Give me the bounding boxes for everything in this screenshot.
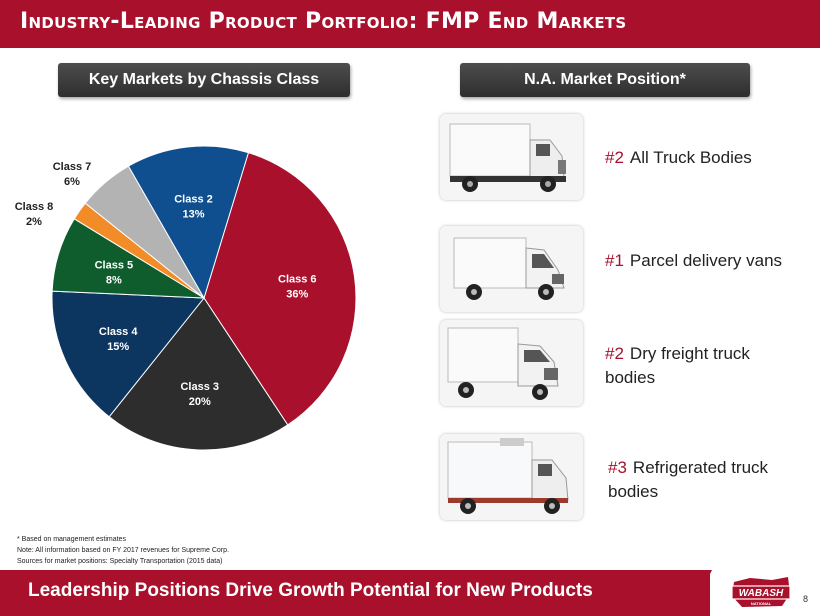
page-title: Industry-Leading Product Portfolio: FMP … [20, 9, 627, 34]
position-item: #1 Parcel delivery vans [605, 249, 805, 273]
pie-label-value: 13% [182, 208, 204, 220]
position-rank: #3 [608, 458, 627, 477]
pie-label-name: Class 5 [95, 259, 134, 271]
position-rank: #1 [605, 251, 624, 270]
position-label: Dry freight truck bodies [605, 344, 750, 387]
pie-label-value: 15% [107, 341, 129, 353]
position-item: #3 Refrigerated truck bodies [608, 456, 793, 504]
logo-wordmark: WABASH [739, 588, 784, 599]
pie-label-name: Class 6 [278, 274, 317, 286]
chassis-class-pie-chart: Class 6 36% Class 3 20% Class 4 15% Class 5 8% C… [15, 145, 357, 451]
footnote: Note: All information based on FY 2017 r… [17, 547, 229, 554]
position-item: #2 Dry freight truck bodies [605, 342, 780, 390]
wabash-logo: WABASH NATIONAL [731, 577, 791, 607]
position-label: Parcel delivery vans [629, 251, 783, 270]
pie-label-value: 8% [106, 274, 122, 286]
chart-section-header: Key Markets by Chassis Class [58, 63, 350, 97]
page-number: 8 [803, 594, 809, 604]
pie-label-value: 20% [189, 396, 211, 408]
pie-slice-class-6 [203, 152, 357, 426]
pie-label-value: 36% [286, 289, 308, 301]
dry-freight-truck-image [440, 320, 583, 406]
position-label: All Truck Bodies [629, 148, 752, 167]
pie-label-value: 2% [26, 216, 42, 228]
position-label: Refrigerated truck bodies [608, 458, 769, 501]
pie-label-name: Class 4 [99, 326, 138, 338]
footnote: Sources for market positions: Specialty … [17, 558, 223, 565]
market-position-header: N.A. Market Position* [460, 63, 750, 97]
footer-bar-edge [690, 570, 712, 616]
refrigerated-truck-image [440, 434, 583, 520]
parcel-van-image [440, 226, 583, 312]
logo-subtext: NATIONAL [751, 601, 772, 606]
pie-slice-class-4 [51, 290, 206, 418]
footer-text: Leadership Positions Drive Growth Potent… [28, 580, 593, 601]
position-rank: #2 [605, 148, 624, 167]
pie-slice-class-2 [127, 145, 250, 300]
pie-label-name: Class 7 [53, 161, 92, 173]
pie-label-value: 6% [64, 176, 80, 188]
box-truck-image [440, 114, 583, 200]
title-bar: Industry-Leading Product Portfolio: FMP … [0, 0, 820, 48]
footnotes: * Based on management estimates Note: Al… [17, 534, 229, 567]
position-rank: #2 [605, 344, 624, 363]
pie-label-name: Class 2 [174, 193, 213, 205]
pie-slice-class-3 [108, 297, 289, 451]
position-item: #2 All Truck Bodies [605, 146, 805, 170]
footnote: * Based on management estimates [17, 536, 126, 543]
footer-bar: Leadership Positions Drive Growth Potent… [0, 570, 710, 616]
pie-label-name: Class 8 [15, 201, 54, 213]
pie-label-name: Class 3 [180, 381, 219, 393]
